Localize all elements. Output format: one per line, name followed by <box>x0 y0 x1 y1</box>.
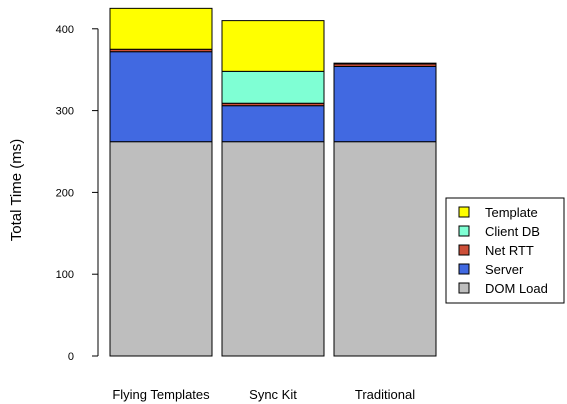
legend-swatch <box>458 263 470 275</box>
bar-segment-dom-load <box>333 141 437 357</box>
legend-swatch <box>458 282 470 294</box>
y-tick-label: 200 <box>56 187 74 199</box>
bar-segment-client-db <box>221 70 325 104</box>
legend-swatch <box>458 225 470 237</box>
category-labels: Flying Templates Sync Kit Traditional <box>112 387 415 402</box>
bar-segment-template <box>109 7 213 50</box>
bars <box>109 7 437 357</box>
y-tick-label: 0 <box>68 351 74 363</box>
category-label: Traditional <box>355 387 415 402</box>
category-label: Sync Kit <box>249 387 297 402</box>
bar-segment-template <box>221 20 325 72</box>
bar-segment-server <box>333 65 437 143</box>
bar-segment-server <box>221 105 325 143</box>
bar-segment-server <box>109 51 213 143</box>
legend-label: Template <box>485 205 538 220</box>
legend: Template Client DB Net RTT Server DOM Load <box>445 197 565 304</box>
y-tick-label: 300 <box>56 106 74 118</box>
bar-segment-template <box>333 62 437 65</box>
legend-label: Server <box>485 262 524 277</box>
y-axis: 0 100 200 300 400 <box>56 24 99 363</box>
y-tick-label: 400 <box>56 24 74 36</box>
bar-segment-dom-load <box>109 141 213 357</box>
legend-swatch <box>458 206 470 218</box>
legend-swatch <box>458 244 470 256</box>
category-label: Flying Templates <box>112 387 210 402</box>
legend-label: Client DB <box>485 224 540 239</box>
legend-label: DOM Load <box>485 281 548 296</box>
bar-segment-dom-load <box>221 141 325 357</box>
y-axis-title: Total Time (ms) <box>8 139 25 242</box>
y-tick-label: 100 <box>56 269 74 281</box>
legend-label: Net RTT <box>485 243 534 258</box>
